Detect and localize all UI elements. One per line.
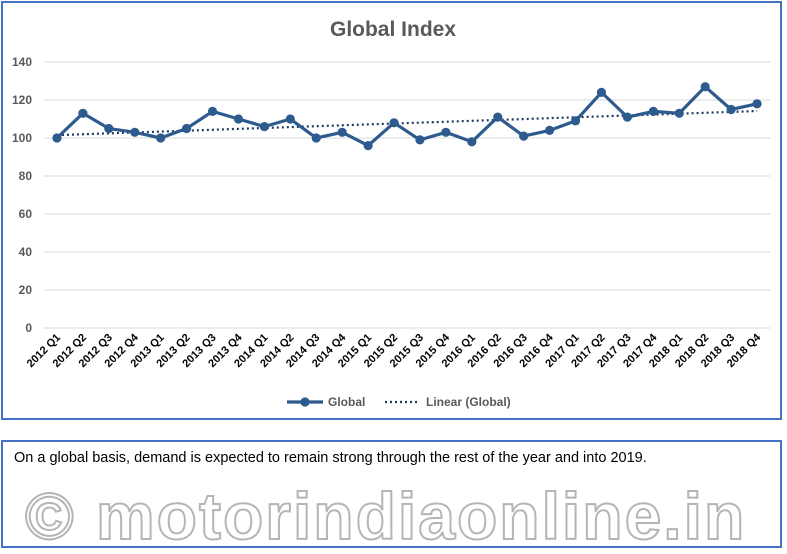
data-point: [596, 87, 607, 97]
data-point: [389, 118, 399, 128]
data-point: [78, 108, 88, 118]
data-point: [156, 133, 166, 143]
y-tick-label: 20: [19, 283, 33, 297]
y-tick-label: 60: [19, 207, 33, 221]
data-point: [648, 106, 658, 116]
caption-text: On a global basis, demand is expected to…: [14, 450, 647, 466]
y-tick-label: 100: [12, 131, 32, 145]
data-point: [570, 116, 581, 126]
data-point: [674, 108, 684, 118]
data-point: [104, 123, 114, 134]
data-point: [207, 106, 218, 116]
data-point: [259, 122, 269, 132]
data-point: [182, 123, 192, 134]
data-point: [622, 112, 632, 122]
legend-label-trend: Linear (Global): [426, 395, 511, 409]
data-point: [130, 127, 140, 137]
data-point: [726, 104, 736, 115]
legend-marker: [300, 397, 310, 407]
data-point: [285, 114, 295, 124]
data-point: [52, 133, 62, 143]
data-point: [415, 135, 425, 145]
data-point: [363, 141, 373, 151]
data-point: [233, 114, 244, 124]
y-tick-label: 120: [12, 93, 32, 107]
legend-label-global: Global: [328, 395, 365, 409]
data-point: [441, 127, 451, 137]
data-point: [700, 82, 710, 92]
caption-panel: © motorindiaonline.in On a global basis,…: [1, 440, 782, 554]
data-point: [337, 127, 347, 137]
data-point: [752, 99, 762, 109]
data-point: [467, 137, 477, 147]
series-line: [55, 85, 758, 148]
data-point: [493, 112, 503, 122]
chart-panel: [1, 1, 782, 420]
y-tick-label: 80: [19, 169, 33, 183]
y-tick-label: 0: [25, 321, 32, 335]
y-tick-label: 40: [19, 245, 33, 259]
data-point: [519, 131, 529, 141]
data-point: [311, 133, 321, 143]
y-tick-label: 140: [12, 55, 32, 69]
watermark: © motorindiaonline.in: [24, 478, 747, 554]
data-point: [545, 125, 555, 135]
chart-title: Global Index: [330, 18, 456, 41]
legend: Global Linear (Global): [287, 395, 511, 409]
trendline: [56, 109, 758, 137]
